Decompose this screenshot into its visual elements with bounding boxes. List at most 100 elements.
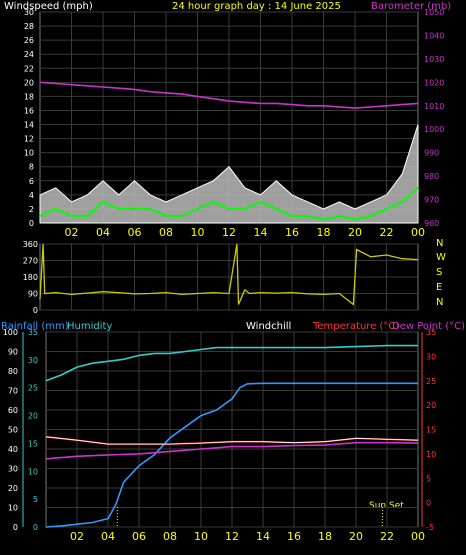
temperature-y-tick-10: 10 (426, 450, 436, 459)
wind-x-tick-10: 10 (191, 226, 205, 239)
wind-y-tick-26: 26 (24, 36, 34, 45)
dewpoint-series (45, 441, 419, 460)
direction-y-tick-180: 180 (23, 273, 38, 282)
rainfall-series (45, 382, 418, 528)
rain-x-tick-20: 20 (349, 530, 363, 543)
rain-y-tick-5: 5 (33, 495, 38, 504)
pressure-y-tick-990: 990 (424, 149, 439, 158)
humidity-series (45, 344, 418, 382)
humidity-y-tick-20: 20 (8, 484, 18, 493)
rain-x-tick-12: 12 (225, 530, 239, 543)
temperature-y-tick-5: 5 (426, 474, 431, 483)
pressure-y-tick-1010: 1010 (424, 102, 444, 111)
wind-y-tick-6: 6 (29, 177, 34, 186)
wind-x-tick-16: 16 (285, 226, 299, 239)
wind-y-tick-20: 20 (24, 78, 34, 87)
rain-x-tick-06: 06 (132, 530, 146, 543)
pressure-y-tick-980: 980 (424, 172, 439, 181)
wind-average-series (39, 187, 419, 221)
windchill-series (45, 436, 419, 445)
wind-y-tick-2: 2 (29, 205, 34, 214)
pressure-series (39, 81, 419, 109)
wind-y-tick-14: 14 (24, 121, 34, 130)
pressure-y-tick-1000: 1000 (424, 125, 444, 134)
humidity-y-tick-10: 10 (8, 504, 18, 513)
temperature-y-tick-30: 30 (426, 352, 436, 361)
wind-y-tick-24: 24 (24, 50, 34, 59)
wind-x-tick-18: 18 (317, 226, 331, 239)
temperature-y-tick-20: 20 (426, 401, 436, 410)
compass-label-w: W (436, 252, 446, 263)
wind-y-tick-12: 12 (24, 135, 34, 144)
chart-title: 24 hour graph day : 14 June 2025 (172, 1, 341, 12)
rain-x-tick-00: 00 (411, 530, 425, 543)
wind-x-tick-04: 04 (96, 226, 110, 239)
humidity-y-tick-90: 90 (8, 348, 18, 357)
direction-y-tick-360: 360 (23, 240, 38, 249)
wind-x-tick-00: 00 (411, 226, 425, 239)
rain-x-tick-08: 08 (163, 530, 177, 543)
rainfall-axis-label: Rainfall (mm) (1, 321, 69, 332)
direction-y-tick-270: 270 (23, 257, 38, 266)
rain-y-tick-35: 35 (28, 328, 38, 337)
temperature-y-tick-15: 15 (426, 426, 436, 435)
direction-y-tick-90: 90 (28, 290, 38, 299)
rain-x-tick-22: 22 (380, 530, 394, 543)
wind-x-tick-20: 20 (348, 226, 362, 239)
wind-y-tick-18: 18 (24, 92, 34, 101)
humidity-axis-label: Humidity (67, 321, 113, 332)
rain-x-tick-04: 04 (101, 530, 115, 543)
temperature-y-tick-35: 35 (426, 328, 436, 337)
rain-y-tick-25: 25 (28, 384, 38, 393)
compass-label-e: E (436, 282, 443, 293)
wind-y-tick-8: 8 (29, 163, 34, 172)
rain-y-tick-15: 15 (28, 439, 38, 448)
barometer-axis-label: Barometer (mb) (371, 1, 452, 12)
rain-x-tick-02: 02 (70, 530, 84, 543)
wind-y-tick-16: 16 (24, 106, 34, 115)
wind-direction-series (39, 243, 419, 306)
humidity-y-tick-0: 0 (13, 523, 18, 532)
wind-x-tick-08: 08 (159, 226, 173, 239)
humidity-y-tick-60: 60 (8, 406, 18, 415)
wind-y-tick-22: 22 (24, 64, 34, 73)
pressure-y-tick-1020: 1020 (424, 78, 444, 87)
wind-y-tick-4: 4 (29, 191, 34, 200)
wind-y-tick-0: 0 (29, 219, 34, 228)
pressure-y-tick-970: 970 (424, 196, 439, 205)
temperature-y-tick-25: 25 (426, 377, 436, 386)
rain-x-tick-14: 14 (256, 530, 270, 543)
wind-x-tick-02: 02 (65, 226, 79, 239)
wind-x-tick-14: 14 (254, 226, 268, 239)
wind-y-tick-10: 10 (24, 149, 34, 158)
rain-y-tick-10: 10 (28, 467, 38, 476)
rain-x-tick-18: 18 (318, 530, 332, 543)
rain-y-tick-30: 30 (28, 356, 38, 365)
rain-y-tick-0: 0 (33, 523, 38, 532)
pressure-y-tick-1030: 1030 (424, 55, 444, 64)
rain-x-tick-16: 16 (287, 530, 301, 543)
humidity-y-tick-40: 40 (8, 445, 18, 454)
temperature-y-tick-0: 0 (426, 499, 431, 508)
humidity-y-tick-100: 100 (3, 328, 18, 337)
pressure-y-tick-1040: 1040 (424, 31, 444, 40)
compass-label-s: S (436, 267, 443, 278)
temperature-axis-label: Temperature (°C) (313, 321, 400, 332)
wind-x-tick-06: 06 (128, 226, 142, 239)
wind-x-tick-22: 22 (380, 226, 394, 239)
wind-gust-series (39, 124, 419, 224)
humidity-y-tick-70: 70 (8, 387, 18, 396)
wind-y-tick-28: 28 (24, 22, 34, 31)
pressure-y-tick-1050: 1050 (424, 8, 444, 17)
windspeed-axis-label: Windspeed (mph) (4, 1, 93, 12)
humidity-y-tick-50: 50 (8, 426, 18, 435)
compass-label-n-bottom: N (436, 297, 444, 308)
wind-y-tick-30: 30 (24, 8, 34, 17)
humidity-y-tick-30: 30 (8, 465, 18, 474)
compass-label-n-top: N (436, 238, 444, 249)
rain-x-tick-10: 10 (194, 530, 208, 543)
rain-y-tick-20: 20 (28, 412, 38, 421)
direction-y-tick-0: 0 (33, 306, 38, 315)
dewpoint-axis-label: Dew Point (°C) (392, 321, 466, 332)
